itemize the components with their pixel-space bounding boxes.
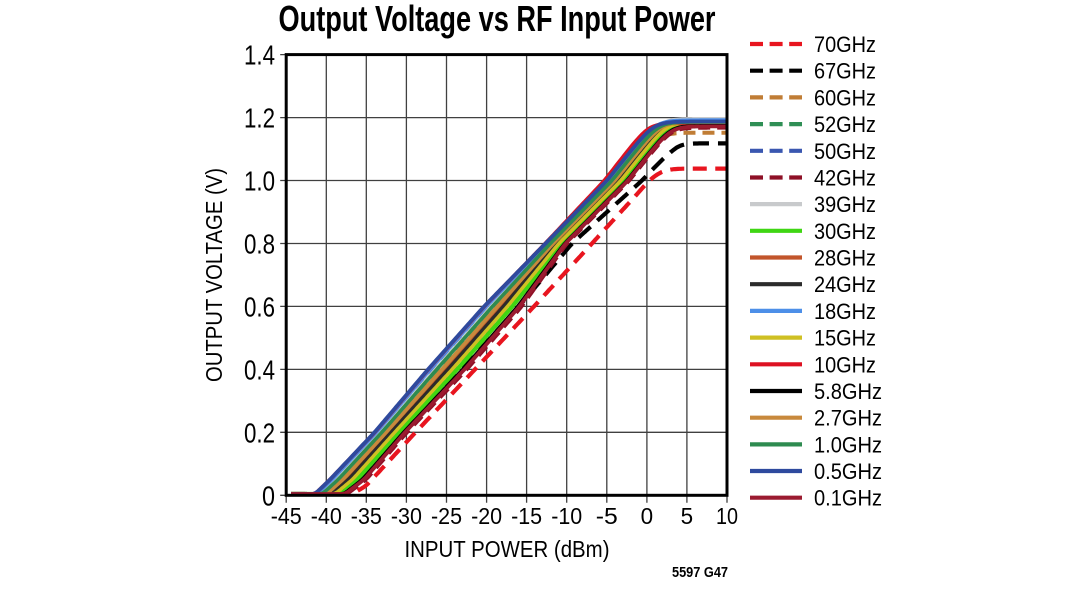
svg-text:42GHz: 42GHz — [814, 166, 876, 191]
svg-text:0.4: 0.4 — [244, 354, 275, 385]
svg-text:28GHz: 28GHz — [814, 246, 876, 271]
svg-text:OUTPUT VOLTAGE (V): OUTPUT VOLTAGE (V) — [201, 168, 227, 382]
svg-text:0.2: 0.2 — [244, 417, 275, 448]
svg-text:-20: -20 — [471, 503, 502, 529]
svg-text:10: 10 — [716, 503, 738, 529]
svg-text:-25: -25 — [431, 503, 462, 529]
svg-text:-5: -5 — [596, 503, 618, 529]
svg-text:0: 0 — [262, 480, 275, 511]
svg-text:39GHz: 39GHz — [814, 192, 876, 217]
svg-text:5.8GHz: 5.8GHz — [814, 379, 882, 404]
svg-text:67GHz: 67GHz — [814, 59, 876, 84]
svg-text:0: 0 — [641, 503, 654, 529]
svg-text:30GHz: 30GHz — [814, 219, 876, 244]
svg-text:15GHz: 15GHz — [814, 326, 876, 351]
svg-text:1.0: 1.0 — [244, 166, 275, 197]
svg-text:0.6: 0.6 — [244, 291, 275, 322]
svg-text:10GHz: 10GHz — [814, 352, 876, 377]
svg-text:1.0GHz: 1.0GHz — [814, 432, 882, 457]
svg-text:2.7GHz: 2.7GHz — [814, 406, 882, 431]
svg-text:24GHz: 24GHz — [814, 272, 876, 297]
svg-text:-35: -35 — [351, 503, 382, 529]
svg-text:-30: -30 — [391, 503, 422, 529]
svg-text:1.4: 1.4 — [244, 40, 275, 71]
svg-text:18GHz: 18GHz — [814, 299, 876, 324]
svg-text:-45: -45 — [271, 503, 302, 529]
svg-text:70GHz: 70GHz — [814, 32, 876, 57]
svg-text:INPUT POWER (dBm): INPUT POWER (dBm) — [405, 536, 610, 562]
svg-text:50GHz: 50GHz — [814, 139, 876, 164]
svg-text:60GHz: 60GHz — [814, 85, 876, 110]
svg-text:Output Voltage vs RF Input Pow: Output Voltage vs RF Input Power — [279, 0, 716, 39]
svg-text:5: 5 — [681, 503, 694, 529]
svg-text:5597 G47: 5597 G47 — [672, 564, 728, 581]
svg-text:0.1GHz: 0.1GHz — [814, 486, 882, 511]
svg-text:-10: -10 — [551, 503, 582, 529]
svg-text:-15: -15 — [511, 503, 542, 529]
svg-text:1.2: 1.2 — [244, 103, 275, 134]
svg-text:52GHz: 52GHz — [814, 112, 876, 137]
svg-text:0.8: 0.8 — [244, 229, 275, 260]
svg-text:0.5GHz: 0.5GHz — [814, 459, 882, 484]
svg-text:-40: -40 — [311, 503, 342, 529]
